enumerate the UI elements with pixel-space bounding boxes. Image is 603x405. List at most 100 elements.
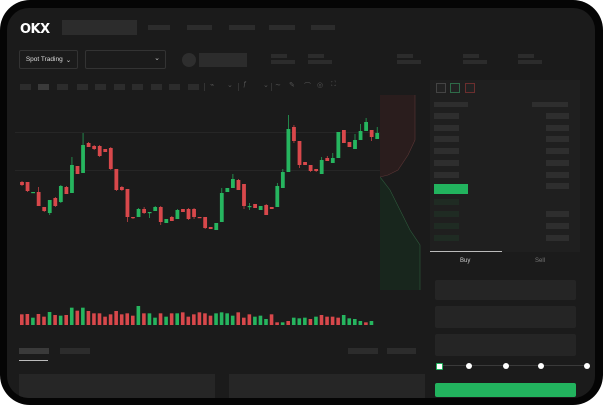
timeframe-button[interactable] (132, 84, 143, 90)
candle-body (231, 179, 235, 188)
timeframe-button[interactable] (20, 84, 31, 90)
book-both-icon[interactable] (436, 83, 446, 93)
slider-step[interactable] (584, 363, 590, 369)
filter-control[interactable] (348, 348, 378, 354)
search-bar[interactable] (62, 20, 137, 35)
buy-button[interactable] (435, 383, 576, 397)
timeframe-button[interactable] (188, 84, 199, 90)
volume-bar (286, 321, 290, 325)
candlestick-chart[interactable] (7, 8, 595, 398)
filter-control[interactable] (387, 348, 416, 354)
volume-bar (242, 317, 246, 325)
stat-value (518, 60, 542, 64)
candle-body (280, 172, 285, 188)
volume-bar (314, 316, 318, 325)
indicator-icon[interactable]: ƒ (243, 81, 247, 88)
timeframe-button[interactable] (114, 84, 125, 90)
price-input[interactable] (435, 280, 576, 300)
volume-bar (336, 317, 340, 325)
nav-item[interactable] (229, 25, 255, 30)
volume-bar (330, 316, 335, 325)
slider-step[interactable] (503, 363, 509, 369)
ask-row-size (546, 136, 569, 142)
ask-row-size (546, 148, 569, 154)
volume-bar (86, 311, 91, 325)
candle-body (114, 169, 119, 190)
volume-bar (186, 316, 191, 325)
tab-buy[interactable]: Buy (460, 258, 471, 264)
ask-row-size (546, 125, 569, 131)
volume-bar (358, 321, 363, 325)
book-header (434, 102, 468, 107)
spot-trading-dropdown[interactable]: Spot Trading ⌄ (19, 50, 78, 69)
chevron-down-icon: ⌄ (65, 56, 72, 64)
chevron-down-icon[interactable]: ⌄ (227, 82, 233, 89)
magnet-icon[interactable]: ⌒ (304, 83, 311, 90)
fullscreen-icon[interactable]: ⛶ (331, 81, 336, 88)
line-icon[interactable]: ∼ (275, 82, 281, 89)
candle-body (158, 207, 163, 222)
slider-step[interactable] (538, 363, 544, 369)
candle-body (292, 127, 296, 141)
candle-body (325, 158, 330, 161)
stat-label (271, 54, 287, 58)
volume-bar (175, 313, 179, 325)
tab-order-history[interactable] (60, 348, 90, 354)
amount-slider[interactable] (439, 365, 589, 366)
volume-bar (230, 315, 235, 325)
candle-body (336, 132, 341, 158)
settings-icon[interactable]: ◎ (317, 82, 324, 89)
candle-body (53, 198, 58, 206)
ask-row-price (434, 113, 459, 119)
book-bids-icon[interactable] (450, 83, 460, 93)
volume-bar (247, 314, 252, 325)
candle-body (131, 217, 135, 219)
candle-body (197, 217, 202, 219)
tab-open-orders[interactable] (19, 348, 49, 354)
timeframe-button[interactable] (57, 84, 68, 90)
pair-price (199, 53, 247, 67)
volume-bar (258, 315, 263, 325)
nav-item[interactable] (311, 25, 335, 30)
volume-bar (180, 312, 185, 325)
volume-bar (291, 317, 296, 325)
chevron-down-icon[interactable]: ⌄ (263, 82, 269, 89)
spot-trading-label: Spot Trading (25, 56, 63, 63)
volume-bar (36, 314, 41, 325)
timeframe-button[interactable] (151, 84, 162, 90)
ruler-icon[interactable]: ✎ (289, 82, 295, 89)
amount-input[interactable] (435, 306, 576, 328)
timeframe-button[interactable] (169, 84, 180, 90)
timeframe-button[interactable] (77, 84, 88, 90)
stat-label (463, 54, 479, 58)
candle-body (120, 187, 124, 190)
volume-bar (103, 316, 107, 325)
candle-body (20, 182, 24, 185)
nav-item[interactable] (148, 25, 170, 30)
tab-sell[interactable]: Sell (535, 258, 546, 264)
volume-bar (147, 313, 152, 325)
timeframe-button[interactable] (95, 84, 106, 90)
bid-row-price (434, 211, 459, 217)
volume-bar (303, 317, 307, 325)
nav-item[interactable] (187, 25, 212, 30)
pair-dropdown[interactable]: ⌄ (85, 50, 166, 69)
slider-step[interactable] (466, 363, 472, 369)
total-input[interactable] (435, 334, 576, 356)
slider-handle[interactable] (436, 363, 443, 370)
volume-bar (297, 318, 302, 325)
volume-bar (208, 315, 213, 325)
bid-row-price (434, 199, 459, 205)
nav-item[interactable] (269, 25, 295, 30)
volume-bar (214, 313, 218, 325)
candle-body (36, 192, 41, 206)
volume-bar (347, 318, 352, 325)
book-asks-icon[interactable] (465, 83, 475, 93)
candle-body (236, 180, 241, 190)
candle-body (192, 209, 196, 217)
candle-body (369, 130, 374, 137)
stat-label (518, 54, 534, 58)
timeframe-button[interactable] (38, 84, 49, 90)
volume-bar (308, 319, 313, 325)
candle-type-icon[interactable]: ⌁ (210, 82, 215, 89)
